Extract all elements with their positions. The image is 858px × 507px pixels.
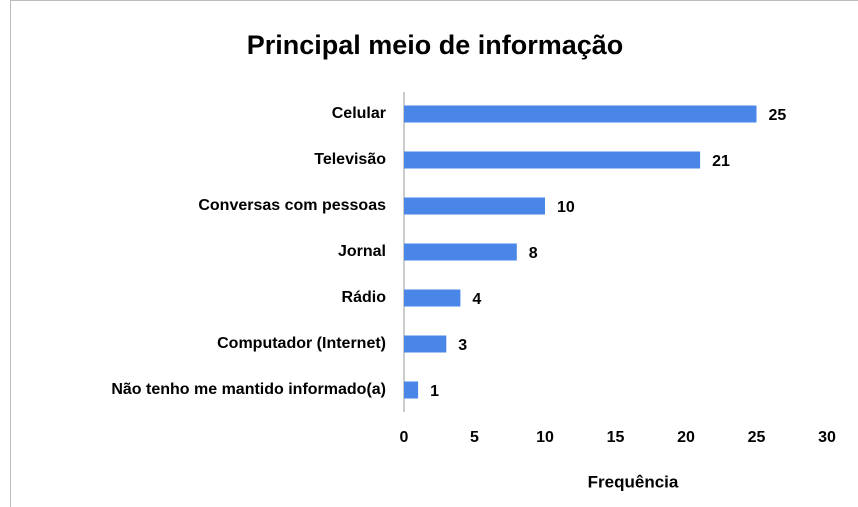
x-tick-label: 10: [536, 429, 554, 446]
value-label: 21: [712, 153, 730, 170]
y-tick-label: Computador (Internet): [217, 335, 386, 352]
bar: [404, 151, 701, 169]
value-label: 8: [529, 245, 538, 262]
y-tick-label: Televisão: [314, 151, 386, 168]
value-label: 4: [472, 291, 481, 308]
bar: [404, 335, 447, 353]
bar: [404, 197, 545, 215]
bar: [404, 105, 757, 123]
bar: [404, 289, 461, 307]
y-tick-label: Jornal: [338, 243, 386, 260]
x-tick-label: 0: [400, 429, 409, 446]
chart-title: Principal meio de informação: [247, 30, 624, 60]
y-tick-label: Rádio: [342, 289, 387, 306]
x-tick-label: 5: [470, 429, 479, 446]
value-label: 3: [458, 337, 467, 354]
x-tick-label: 25: [748, 429, 766, 446]
y-tick-label: Conversas com pessoas: [198, 197, 386, 214]
y-tick-label: Celular: [332, 105, 386, 122]
y-tick-label: Não tenho me mantido informado(a): [111, 381, 386, 398]
value-label: 1: [430, 383, 439, 400]
bar: [404, 381, 419, 399]
value-label: 10: [557, 199, 575, 216]
x-axis-title: Frequência: [588, 472, 679, 491]
value-label: 25: [769, 107, 787, 124]
x-tick-label: 30: [818, 429, 836, 446]
bar: [404, 243, 517, 261]
x-tick-label: 20: [677, 429, 695, 446]
x-tick-label: 15: [607, 429, 625, 446]
